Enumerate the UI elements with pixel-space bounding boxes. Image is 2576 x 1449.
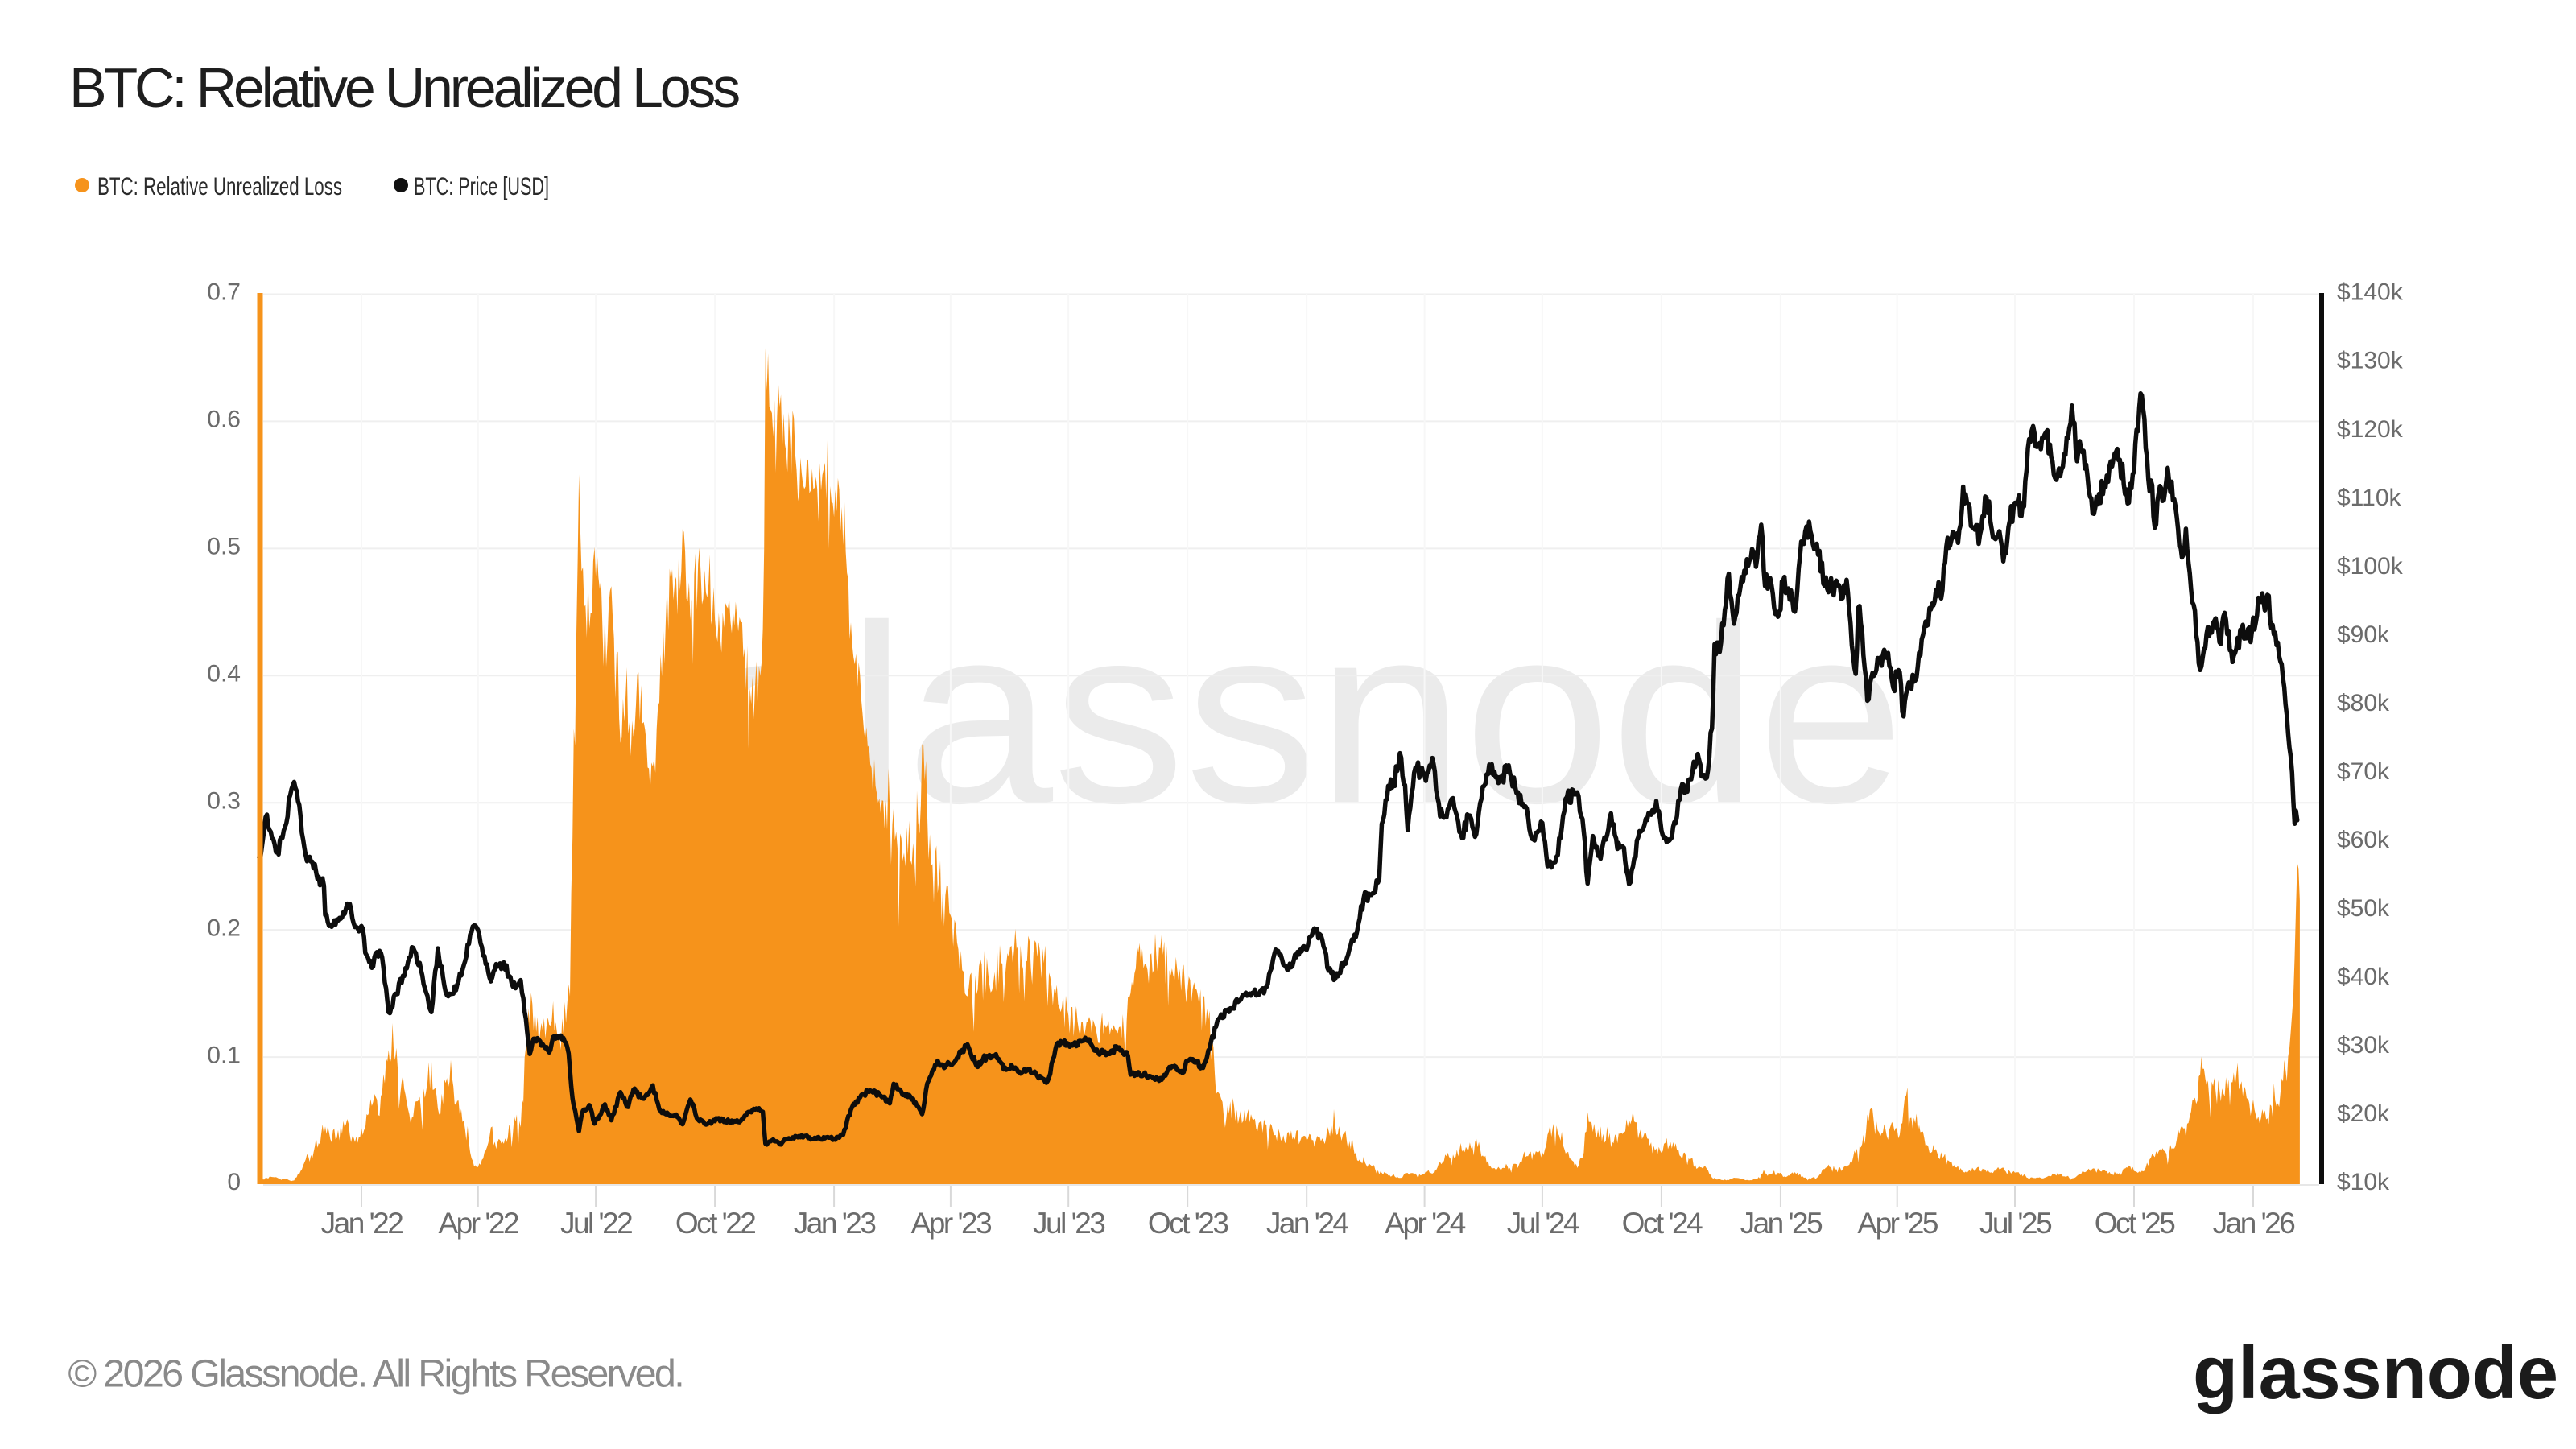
svg-text:$140k: $140k bbox=[2337, 279, 2404, 306]
svg-text:$40k: $40k bbox=[2337, 964, 2390, 990]
svg-text:0.7: 0.7 bbox=[207, 279, 241, 306]
svg-text:Jul '25: Jul '25 bbox=[1979, 1207, 2052, 1240]
svg-text:$90k: $90k bbox=[2337, 621, 2390, 648]
svg-text:Oct '24: Oct '24 bbox=[1622, 1207, 1703, 1240]
svg-text:Apr '25: Apr '25 bbox=[1857, 1207, 1938, 1240]
svg-text:Jul '22: Jul '22 bbox=[560, 1207, 632, 1240]
svg-text:$20k: $20k bbox=[2337, 1100, 2390, 1127]
svg-text:BTC: Relative Unrealized Loss: BTC: Relative Unrealized Loss bbox=[69, 56, 739, 119]
svg-text:BTC: Relative Unrealized Loss: BTC: Relative Unrealized Loss bbox=[97, 171, 342, 200]
svg-text:Apr '24: Apr '24 bbox=[1385, 1207, 1465, 1240]
svg-text:0.1: 0.1 bbox=[207, 1042, 241, 1068]
svg-text:glassnode: glassnode bbox=[2193, 1331, 2558, 1414]
svg-text:BTC: Price [USD]: BTC: Price [USD] bbox=[414, 171, 549, 200]
svg-text:Jan '26: Jan '26 bbox=[2213, 1207, 2295, 1240]
svg-text:0.5: 0.5 bbox=[207, 534, 241, 560]
svg-text:$70k: $70k bbox=[2337, 758, 2390, 785]
svg-text:Jul '24: Jul '24 bbox=[1507, 1207, 1579, 1240]
svg-text:$120k: $120k bbox=[2337, 416, 2404, 443]
svg-text:Oct '23: Oct '23 bbox=[1148, 1207, 1228, 1240]
svg-text:Jan '22: Jan '22 bbox=[321, 1207, 403, 1240]
svg-text:$10k: $10k bbox=[2337, 1169, 2390, 1195]
svg-text:0.4: 0.4 bbox=[207, 661, 241, 687]
svg-text:glassnode: glassnode bbox=[701, 572, 1905, 857]
svg-text:0: 0 bbox=[227, 1169, 241, 1195]
svg-text:Oct '25: Oct '25 bbox=[2095, 1207, 2175, 1240]
svg-text:0.2: 0.2 bbox=[207, 914, 241, 941]
svg-text:© 2026 Glassnode. All Rights R: © 2026 Glassnode. All Rights Reserved. bbox=[68, 1352, 683, 1396]
svg-text:$130k: $130k bbox=[2337, 348, 2404, 374]
svg-text:$60k: $60k bbox=[2337, 827, 2390, 853]
svg-text:Jul '23: Jul '23 bbox=[1033, 1207, 1104, 1240]
svg-text:$50k: $50k bbox=[2337, 895, 2390, 922]
svg-text:$80k: $80k bbox=[2337, 690, 2390, 716]
svg-text:0.3: 0.3 bbox=[207, 787, 241, 814]
svg-text:0.6: 0.6 bbox=[207, 407, 241, 433]
svg-text:$110k: $110k bbox=[2337, 485, 2402, 511]
svg-text:Oct '22: Oct '22 bbox=[675, 1207, 755, 1240]
svg-text:Apr '23: Apr '23 bbox=[911, 1207, 991, 1240]
svg-text:Jan '23: Jan '23 bbox=[794, 1207, 876, 1240]
svg-text:Jan '24: Jan '24 bbox=[1266, 1207, 1349, 1240]
svg-text:Apr '22: Apr '22 bbox=[439, 1207, 518, 1240]
svg-text:$100k: $100k bbox=[2337, 553, 2404, 580]
svg-text:$30k: $30k bbox=[2337, 1032, 2390, 1059]
svg-text:Jan '25: Jan '25 bbox=[1740, 1207, 1823, 1240]
